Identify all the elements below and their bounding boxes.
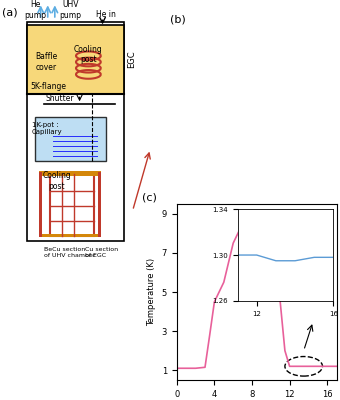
Text: (c): (c) [142,192,156,202]
Bar [27,25,124,94]
Bar [27,25,124,94]
Text: Shutter: Shutter [46,94,74,103]
Text: EGC: EGC [127,51,136,68]
Text: UHV
pump: UHV pump [60,0,82,20]
Text: 5K-flange: 5K-flange [30,82,66,90]
Text: He
pump: He pump [24,0,46,20]
Text: (a): (a) [2,8,17,18]
Text: Cooling
post: Cooling post [42,171,71,190]
Text: BeCu section
of UHV chamber: BeCu section of UHV chamber [44,247,96,258]
Bar [39,172,41,237]
Bar [39,234,101,237]
Y-axis label: Temperature (K): Temperature (K) [147,258,156,326]
Text: Cu section
of EGC: Cu section of EGC [85,247,118,258]
Text: Cooling
post: Cooling post [74,45,103,64]
Text: Baffle
cover: Baffle cover [35,52,57,72]
Bar [98,172,101,237]
Text: 1K-pot: 1K-pot [272,160,304,168]
Text: (b): (b) [170,15,186,25]
Bar [39,171,101,176]
Text: 5K-flange: 5K-flange [283,72,328,80]
Text: He in: He in [96,10,116,19]
Text: 1K-pot :
Capillary: 1K-pot : Capillary [32,122,63,136]
FancyBboxPatch shape [27,22,124,240]
Bar [35,116,106,161]
Text: Baffle
cover: Baffle cover [163,35,191,54]
Bar [50,174,94,236]
Text: BeCu
section: BeCu section [159,146,194,166]
